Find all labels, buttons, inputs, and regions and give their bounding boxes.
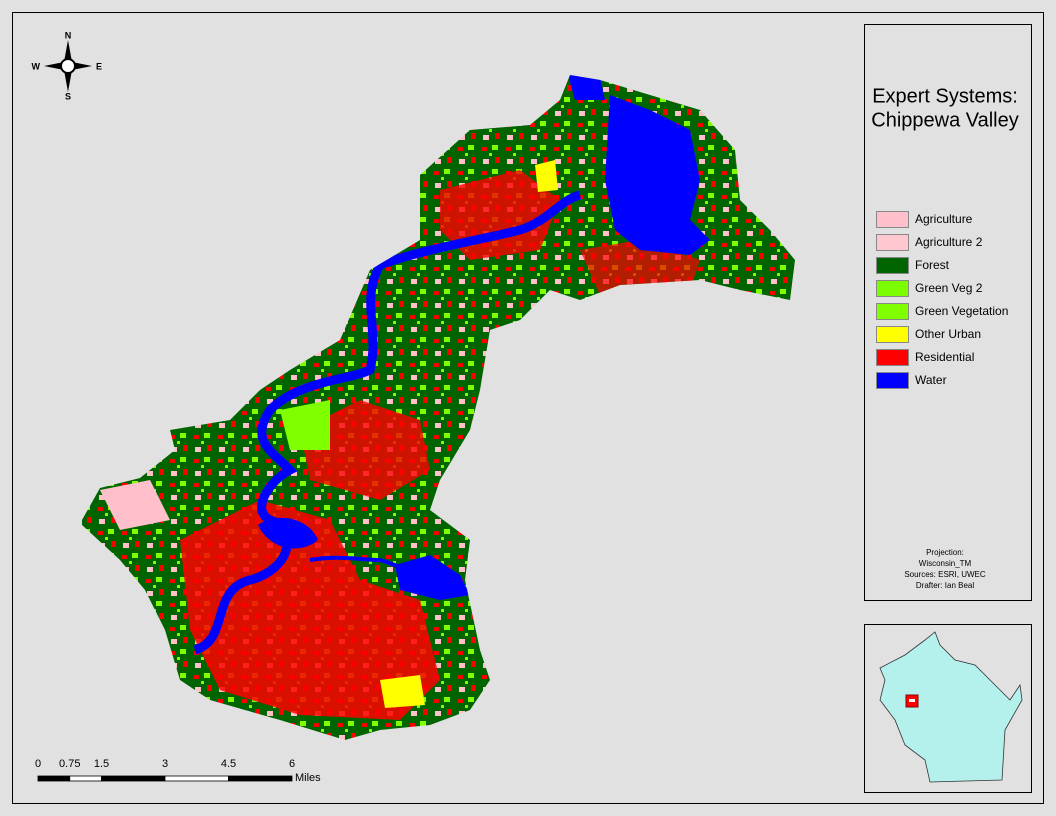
legend-label: Agriculture bbox=[915, 212, 973, 226]
credit-line: Wisconsin_TM bbox=[919, 559, 972, 568]
legend-label: Green Veg 2 bbox=[915, 281, 983, 295]
legend-label: Residential bbox=[915, 350, 974, 364]
lake bbox=[568, 75, 605, 100]
agriculture-area bbox=[100, 480, 170, 530]
scale-segment bbox=[101, 775, 166, 782]
scale-segment bbox=[164, 775, 229, 782]
urban-area bbox=[535, 160, 558, 192]
scale-label: 1.5 bbox=[94, 758, 109, 770]
compass-letter: W bbox=[32, 61, 41, 71]
legend-label: Other Urban bbox=[915, 327, 981, 341]
map-title: Chippewa Valley bbox=[871, 109, 1019, 131]
map-title: Expert Systems: bbox=[872, 85, 1018, 107]
legend-swatch bbox=[876, 280, 909, 297]
scale-label: 3 bbox=[162, 758, 168, 770]
legend-swatch bbox=[876, 211, 909, 228]
legend-swatch bbox=[876, 303, 909, 320]
legend-label: Green Vegetation bbox=[915, 304, 1008, 318]
urban-area bbox=[380, 675, 425, 708]
legend-swatch bbox=[876, 234, 909, 251]
legend-swatch bbox=[876, 372, 909, 389]
scale-segment bbox=[228, 775, 293, 782]
scale-segment bbox=[69, 775, 102, 782]
residential-area bbox=[180, 500, 440, 720]
legend-swatch bbox=[876, 326, 909, 343]
scale-unit: Miles bbox=[295, 772, 321, 784]
map-frame bbox=[12, 12, 1044, 804]
wisconsin-outline bbox=[879, 631, 1023, 783]
credit-line: Projection: bbox=[926, 548, 964, 557]
scale-label: 0 bbox=[35, 758, 41, 770]
credit-line: Drafter: Ian Beal bbox=[916, 581, 974, 590]
river bbox=[193, 190, 582, 655]
legend-label: Forest bbox=[915, 258, 950, 272]
scale-label: 4.5 bbox=[221, 758, 236, 770]
scale-label: 6 bbox=[289, 758, 295, 770]
credit-line: Sources: ESRI, UWEC bbox=[904, 570, 986, 579]
legend-swatch bbox=[876, 349, 909, 366]
lake bbox=[605, 95, 710, 255]
north-arrow: N S E W bbox=[32, 30, 103, 101]
legend-label: Agriculture 2 bbox=[915, 235, 983, 249]
river-bend bbox=[258, 517, 318, 549]
credits: Projection: Wisconsin_TM Sources: ESRI, UW… bbox=[904, 548, 986, 590]
compass-center bbox=[60, 58, 76, 74]
compass-letter: E bbox=[96, 61, 102, 71]
vegetation-area bbox=[280, 400, 330, 450]
scale-label: 0.75 bbox=[59, 758, 80, 770]
residential-area bbox=[580, 240, 700, 295]
residential-area bbox=[300, 400, 430, 500]
scale-segment bbox=[37, 775, 71, 782]
legend-label: Water bbox=[915, 373, 947, 387]
compass-letter: S bbox=[65, 91, 71, 101]
study-area-marker bbox=[909, 699, 915, 702]
compass-letter: N bbox=[65, 30, 72, 40]
lake bbox=[395, 555, 470, 600]
legend: Agriculture Agriculture 2 Forest Green Veg … bbox=[876, 211, 1008, 389]
legend-swatch bbox=[876, 257, 909, 274]
